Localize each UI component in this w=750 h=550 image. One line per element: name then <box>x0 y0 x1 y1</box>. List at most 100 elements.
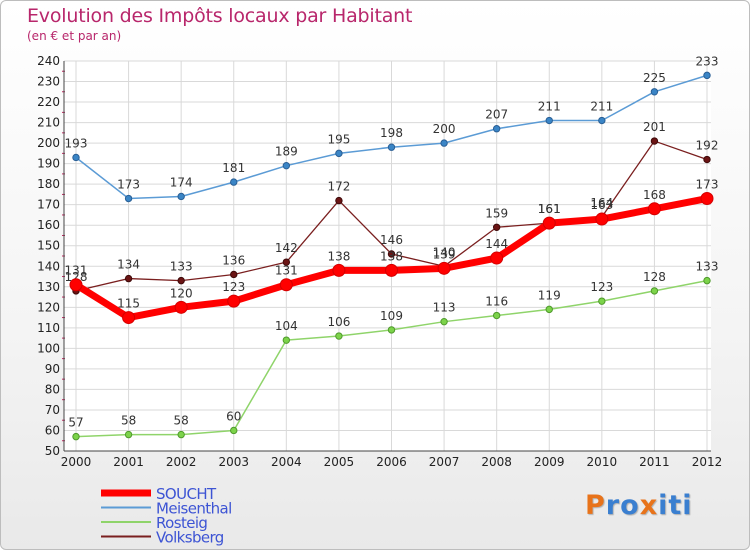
y-tick-label: 180 <box>37 177 60 191</box>
y-tick-label: 150 <box>37 239 60 253</box>
data-label-soucht: 120 <box>170 286 193 300</box>
data-point-volksberg <box>492 223 501 231</box>
y-tick-label: 110 <box>37 321 60 335</box>
data-label-meisenthal: 233 <box>696 54 719 68</box>
data-point-soucht <box>595 212 609 226</box>
data-label-meisenthal: 207 <box>485 108 508 122</box>
data-label-volksberg: 192 <box>696 139 719 153</box>
y-tick-label: 190 <box>37 157 60 171</box>
chart-subtitle: (en € et par an) <box>27 29 122 43</box>
data-label-volksberg: 201 <box>643 120 666 134</box>
y-tick-label: 80 <box>45 382 60 396</box>
data-label-soucht: 138 <box>327 249 350 263</box>
x-tick-label: 2005 <box>324 455 355 469</box>
data-point-volksberg <box>335 196 343 205</box>
chart-title: Evolution des Impôts locaux par Habitant <box>27 5 413 27</box>
data-point-soucht <box>279 278 293 292</box>
data-point-meisenthal <box>650 88 659 96</box>
data-point-meisenthal <box>124 194 133 203</box>
data-point-meisenthal <box>598 116 606 125</box>
x-tick-label: 2002 <box>166 455 197 469</box>
data-label-soucht: 161 <box>538 202 561 216</box>
data-point-soucht <box>174 300 188 314</box>
x-tick-label: 2011 <box>639 455 670 469</box>
data-point-volksberg <box>177 276 185 285</box>
legend-label-volksberg: Volksberg <box>156 529 224 547</box>
proxiti-logo: Proxiti <box>585 490 693 521</box>
data-point-meisenthal <box>177 192 185 201</box>
y-tick-label: 210 <box>37 116 60 130</box>
data-label-soucht: 168 <box>643 188 666 202</box>
y-tick-label: 90 <box>45 362 60 376</box>
data-label-soucht: 131 <box>65 264 88 278</box>
data-point-soucht <box>227 294 241 308</box>
data-label-volksberg: 128 <box>65 270 88 284</box>
data-label-soucht: 131 <box>275 264 298 278</box>
y-tick-label: 160 <box>37 218 60 232</box>
plot-area <box>64 61 711 451</box>
y-tick-label: 130 <box>37 280 60 294</box>
legend-label-rosteig: Rosteig <box>156 514 207 532</box>
data-label-volksberg: 136 <box>222 253 245 267</box>
data-point-volksberg <box>124 274 133 283</box>
y-tick-label: 70 <box>45 403 60 417</box>
data-label-rosteig: 57 <box>68 416 83 430</box>
data-point-rosteig <box>650 287 659 295</box>
data-point-rosteig <box>282 336 291 344</box>
data-point-meisenthal <box>440 139 448 147</box>
x-tick-label: 2010 <box>587 455 618 469</box>
data-label-rosteig: 128 <box>643 270 666 284</box>
legend-label-meisenthal: Meisenthal <box>156 500 232 518</box>
data-label-meisenthal: 189 <box>275 145 298 159</box>
data-point-rosteig <box>335 332 343 340</box>
data-point-meisenthal <box>282 161 291 170</box>
data-point-meisenthal <box>72 153 80 162</box>
y-tick-label: 50 <box>45 444 60 458</box>
data-label-volksberg: 164 <box>590 196 613 210</box>
data-point-soucht <box>385 263 398 277</box>
legend-label-soucht: SOUCHT <box>156 485 217 503</box>
data-label-rosteig: 113 <box>433 301 456 315</box>
y-tick-label: 220 <box>37 95 60 109</box>
data-point-volksberg <box>230 270 238 279</box>
x-tick-label: 2004 <box>271 455 302 469</box>
y-tick-label: 240 <box>37 54 60 68</box>
data-point-rosteig <box>177 430 185 439</box>
y-tick-label: 230 <box>37 75 60 89</box>
data-point-rosteig <box>545 305 553 314</box>
x-tick-label: 2007 <box>429 455 460 469</box>
data-label-rosteig: 119 <box>538 288 561 302</box>
data-label-meisenthal: 193 <box>65 136 88 150</box>
x-tick-label: 2008 <box>481 455 512 469</box>
data-label-volksberg: 134 <box>117 258 140 272</box>
data-label-volksberg: 133 <box>170 260 193 274</box>
data-point-meisenthal <box>492 125 501 133</box>
data-label-volksberg: 146 <box>380 233 403 247</box>
data-label-volksberg: 142 <box>275 241 298 255</box>
data-label-soucht: 138 <box>380 249 403 263</box>
data-point-soucht <box>647 202 661 216</box>
data-label-rosteig: 116 <box>485 295 508 309</box>
data-point-rosteig <box>124 430 133 439</box>
data-label-rosteig: 106 <box>327 315 350 329</box>
data-label-volksberg: 140 <box>433 245 456 259</box>
data-label-soucht: 123 <box>222 280 245 294</box>
data-point-soucht <box>542 216 556 230</box>
data-point-soucht <box>69 278 83 292</box>
data-label-meisenthal: 198 <box>380 126 403 140</box>
data-label-rosteig: 123 <box>590 280 613 294</box>
data-label-meisenthal: 195 <box>327 132 350 146</box>
y-tick-label: 200 <box>37 136 60 150</box>
x-tick-label: 2001 <box>113 455 144 469</box>
data-point-rosteig <box>598 297 606 305</box>
data-point-soucht <box>122 311 136 325</box>
data-label-meisenthal: 200 <box>433 122 456 136</box>
data-label-rosteig: 109 <box>380 309 403 323</box>
y-tick-label: 140 <box>37 259 60 273</box>
data-point-soucht <box>700 192 714 206</box>
data-label-rosteig: 60 <box>226 409 241 423</box>
data-label-rosteig: 133 <box>696 260 719 274</box>
data-label-soucht: 163 <box>590 198 613 212</box>
